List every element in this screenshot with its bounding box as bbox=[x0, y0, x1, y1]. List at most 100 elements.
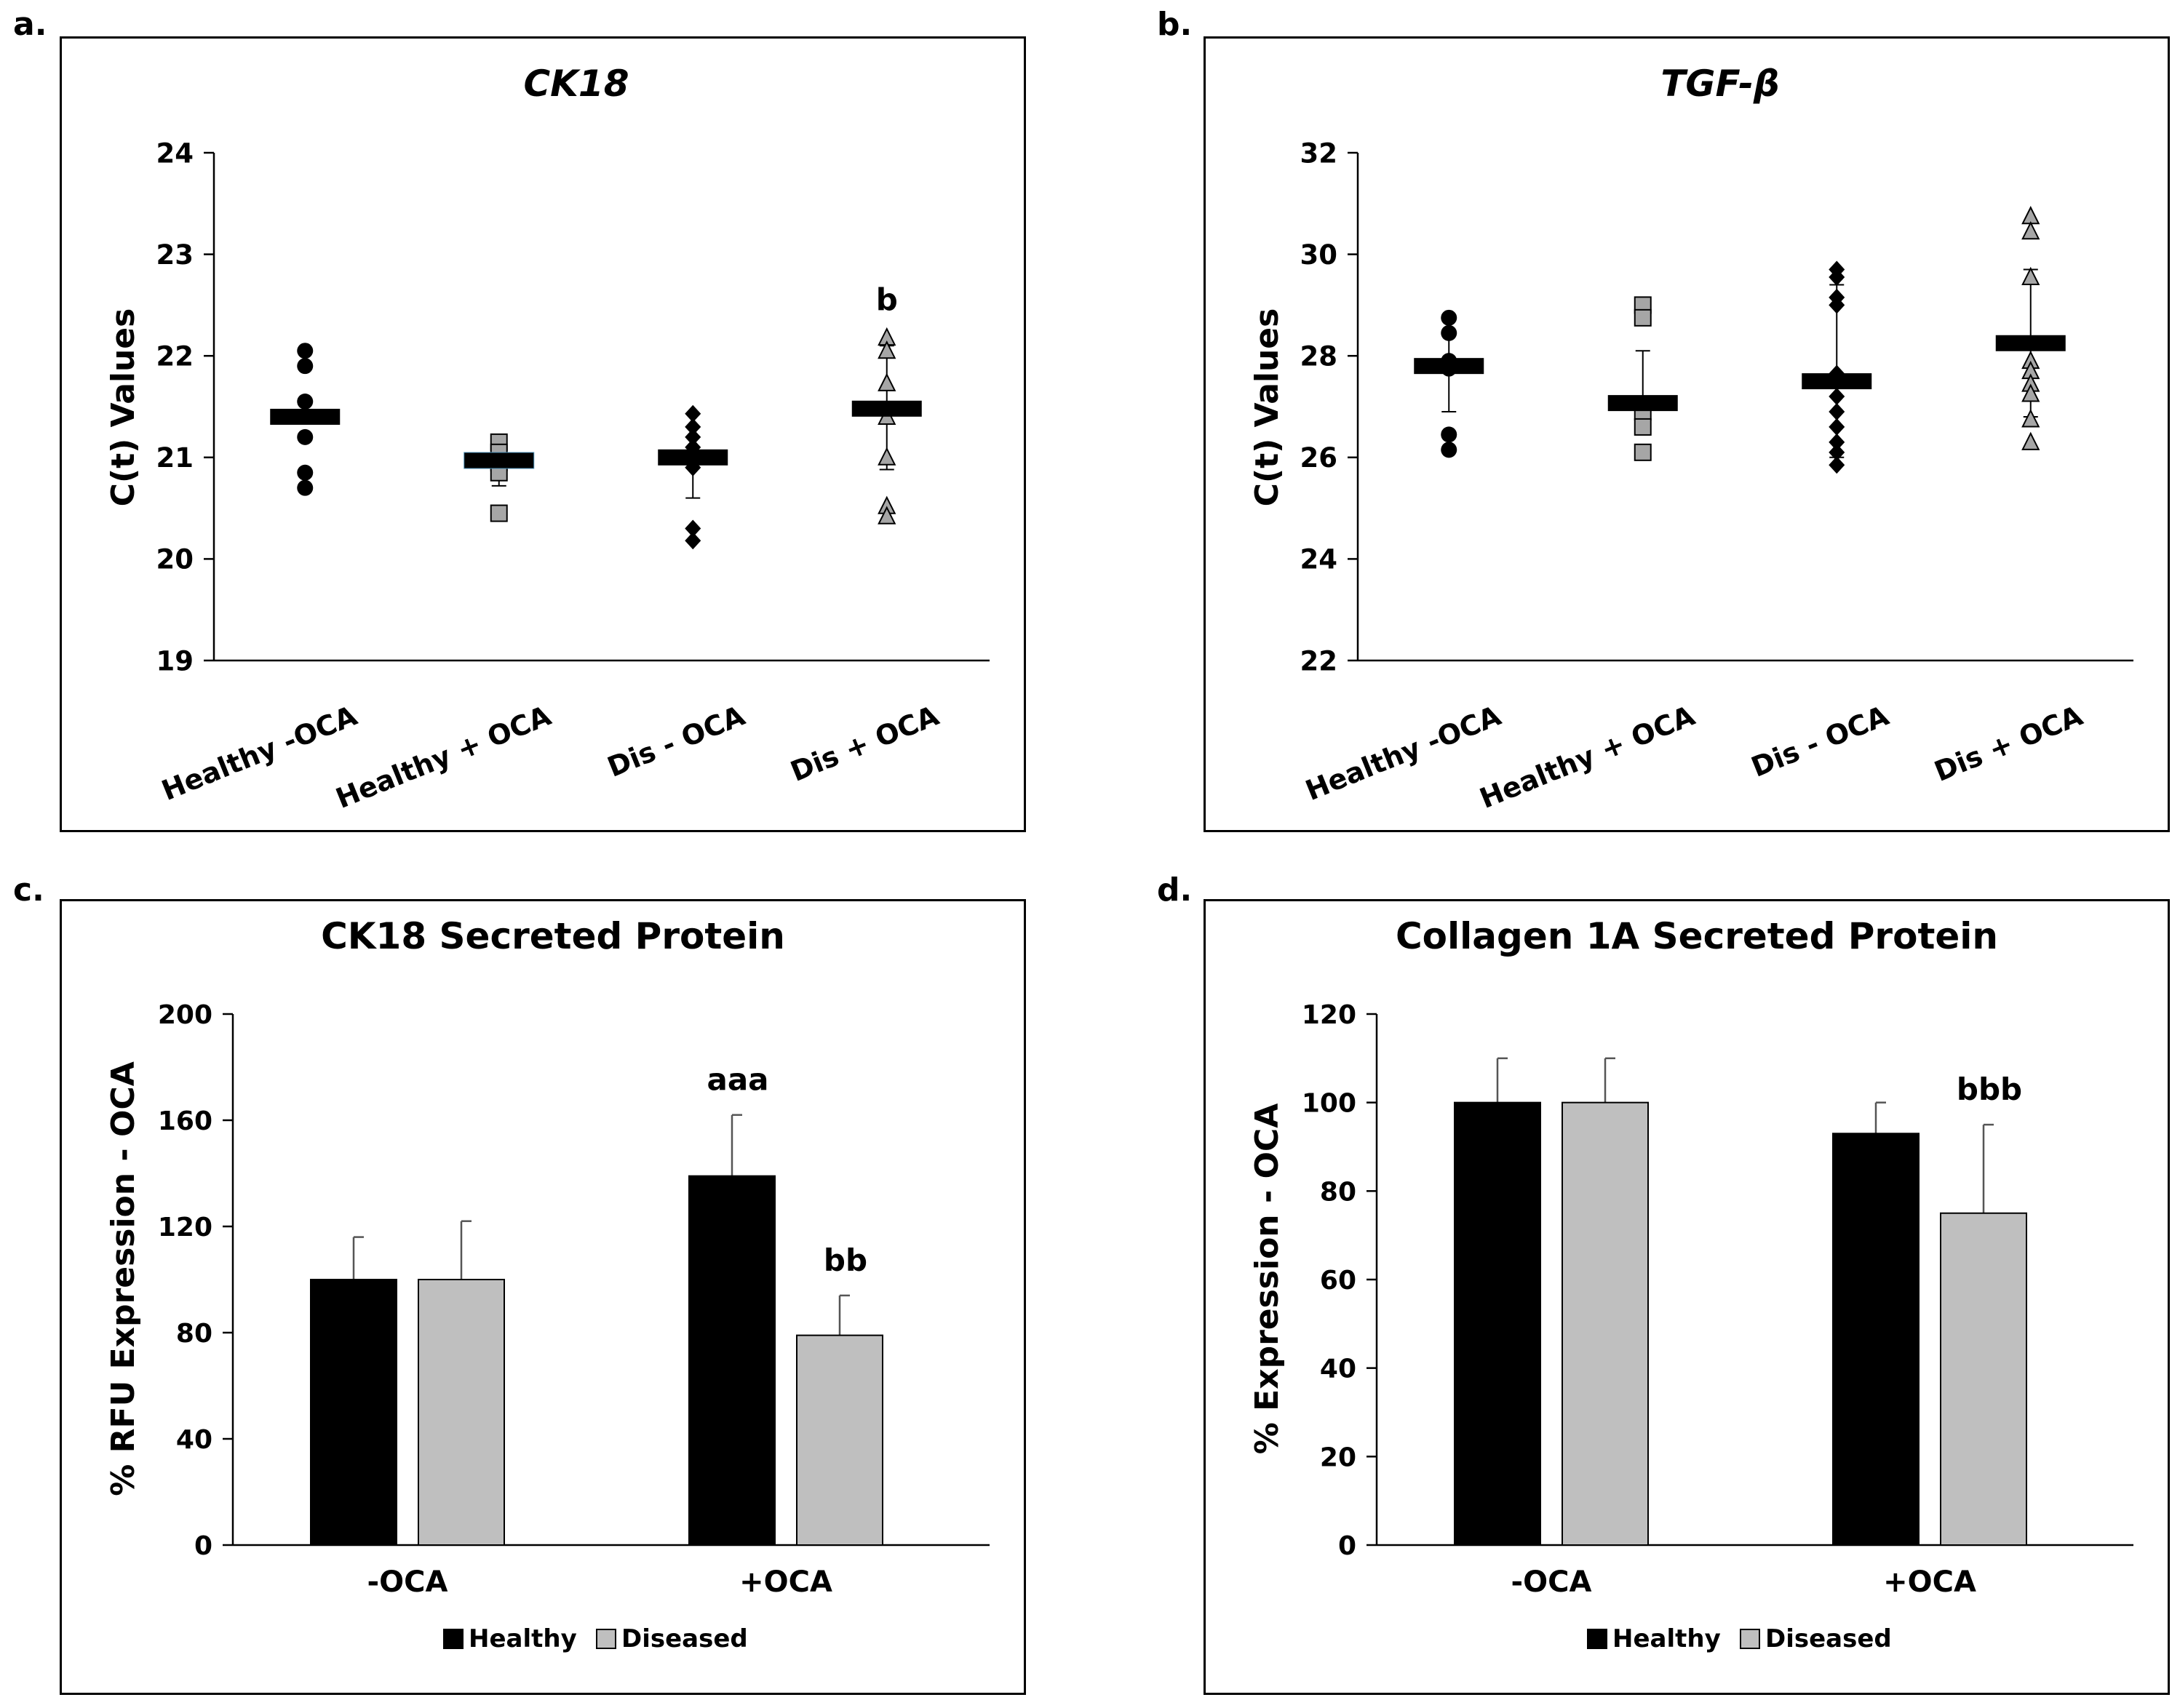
panel-letter-d: d. bbox=[1157, 871, 1193, 909]
bar-healthy-oca bbox=[310, 1279, 397, 1546]
panel-letter-b: b. bbox=[1157, 6, 1193, 43]
mean-bar bbox=[1802, 373, 1872, 390]
legend-label-healthy: Healthy bbox=[1612, 1624, 1721, 1653]
data-point-circle bbox=[1441, 324, 1457, 341]
y-tick-label: 120 bbox=[1302, 1000, 1356, 1030]
data-point-circle bbox=[1441, 309, 1457, 326]
y-axis-title: % RFU Expression - OCA bbox=[105, 1061, 142, 1496]
data-point-triangle bbox=[2021, 266, 2040, 286]
chart-frame bbox=[1204, 36, 2170, 832]
y-tick-label: 19 bbox=[156, 645, 194, 677]
y-tick-label: 100 bbox=[1302, 1089, 1356, 1119]
y-axis-title: % Expression - OCA bbox=[1249, 1104, 1286, 1455]
x-category-label-plus-oca: +OCA bbox=[1883, 1565, 1976, 1599]
data-point-diamond bbox=[1829, 296, 1845, 314]
chart-title: CK18 Secreted Protein bbox=[321, 915, 785, 957]
chart-title: Collagen 1A Secreted Protein bbox=[1396, 915, 1998, 957]
data-point-circle bbox=[297, 358, 314, 375]
y-tick-label: 160 bbox=[158, 1106, 212, 1136]
x-category-label-plus-oca: +OCA bbox=[739, 1565, 832, 1599]
data-point-triangle bbox=[878, 340, 896, 359]
mean-bar bbox=[464, 452, 535, 469]
data-point-triangle bbox=[878, 506, 896, 524]
data-point-diamond bbox=[685, 532, 701, 550]
y-axis-title: C(t) Values bbox=[1249, 308, 1286, 507]
y-tick-label: 40 bbox=[1320, 1354, 1356, 1384]
data-point-circle bbox=[297, 479, 314, 496]
y-axis-title: C(t) Values bbox=[105, 308, 142, 507]
significance-annotation: b bbox=[876, 282, 898, 317]
bar-healthy-oca bbox=[1454, 1101, 1541, 1546]
data-point-circle bbox=[297, 428, 314, 445]
y-tick-label: 22 bbox=[156, 341, 194, 372]
chart-title: CK18 bbox=[523, 63, 629, 105]
y-tick-label: 32 bbox=[1300, 137, 1338, 169]
mean-bar bbox=[1607, 395, 1678, 412]
data-point-diamond bbox=[1829, 388, 1845, 406]
legend-swatch-healthy bbox=[1587, 1629, 1607, 1649]
data-point-diamond bbox=[1829, 268, 1845, 287]
legend-label-diseased: Diseased bbox=[621, 1624, 748, 1653]
y-tick-label: 21 bbox=[156, 442, 194, 474]
legend-swatch-healthy bbox=[443, 1629, 464, 1649]
data-point-diamond bbox=[685, 404, 701, 423]
data-point-square bbox=[1634, 418, 1652, 436]
data-point-square bbox=[490, 504, 508, 522]
significance-annotation: bb bbox=[824, 1242, 867, 1278]
bar-diseased-oca bbox=[796, 1334, 883, 1547]
y-tick-label: 22 bbox=[1300, 645, 1338, 677]
panel-letter-a: a. bbox=[13, 6, 47, 43]
data-point-square bbox=[1634, 308, 1652, 327]
mean-bar bbox=[1995, 335, 2066, 351]
y-tick-label: 80 bbox=[176, 1319, 212, 1349]
data-point-triangle bbox=[2021, 409, 2040, 428]
data-point-diamond bbox=[1829, 418, 1845, 436]
chart-collagen-secreted: Collagen 1A Secreted Protein % Expression… bbox=[1204, 899, 2170, 1695]
bar-diseased-oca bbox=[1940, 1212, 2027, 1546]
legend-swatch-diseased bbox=[596, 1629, 616, 1649]
significance-annotation: aaa bbox=[707, 1062, 768, 1098]
data-point-triangle bbox=[878, 447, 896, 466]
data-point-circle bbox=[1441, 426, 1457, 443]
data-point-square bbox=[1634, 443, 1652, 461]
data-point-diamond bbox=[685, 428, 701, 446]
y-tick-label: 30 bbox=[1300, 239, 1338, 271]
y-tick-label: 80 bbox=[1320, 1177, 1356, 1207]
data-point-triangle bbox=[2021, 220, 2040, 240]
y-tick-label: 120 bbox=[158, 1213, 212, 1242]
data-point-circle bbox=[297, 343, 314, 359]
y-tick-label: 0 bbox=[1338, 1531, 1356, 1561]
bar-healthy-oca bbox=[1832, 1133, 1920, 1546]
legend-label-healthy: Healthy bbox=[469, 1624, 577, 1653]
bar-healthy-oca bbox=[688, 1175, 776, 1546]
chart-ck18-secreted: CK18 Secreted Protein % RFU Expression - … bbox=[60, 899, 1026, 1695]
data-point-triangle bbox=[878, 372, 896, 391]
data-point-circle bbox=[297, 464, 314, 481]
data-point-diamond bbox=[1829, 443, 1845, 461]
data-point-diamond bbox=[685, 519, 701, 538]
data-point-diamond bbox=[1829, 402, 1845, 420]
mean-bar bbox=[270, 408, 341, 425]
y-tick-label: 20 bbox=[1320, 1442, 1356, 1472]
chart-title: TGF-β bbox=[1660, 63, 1779, 105]
data-point-triangle bbox=[2021, 431, 2040, 450]
data-point-diamond bbox=[685, 418, 701, 436]
chart-frame bbox=[60, 899, 1026, 1695]
y-tick-label: 0 bbox=[194, 1531, 212, 1561]
bar-diseased-oca bbox=[1562, 1101, 1649, 1546]
y-tick-label: 200 bbox=[158, 1000, 212, 1030]
mean-bar bbox=[851, 400, 922, 417]
chart-frame bbox=[60, 36, 1026, 832]
y-tick-label: 20 bbox=[156, 544, 194, 575]
significance-annotation: bbb bbox=[1957, 1072, 2022, 1107]
legend-swatch-diseased bbox=[1740, 1629, 1760, 1649]
data-point-circle bbox=[1441, 442, 1457, 458]
legend-label-diseased: Diseased bbox=[1765, 1624, 1892, 1653]
y-tick-label: 23 bbox=[156, 239, 194, 271]
data-point-triangle bbox=[2021, 383, 2040, 402]
y-tick-label: 60 bbox=[1320, 1266, 1356, 1296]
data-point-diamond bbox=[1829, 433, 1845, 451]
data-point-diamond bbox=[1829, 456, 1845, 474]
